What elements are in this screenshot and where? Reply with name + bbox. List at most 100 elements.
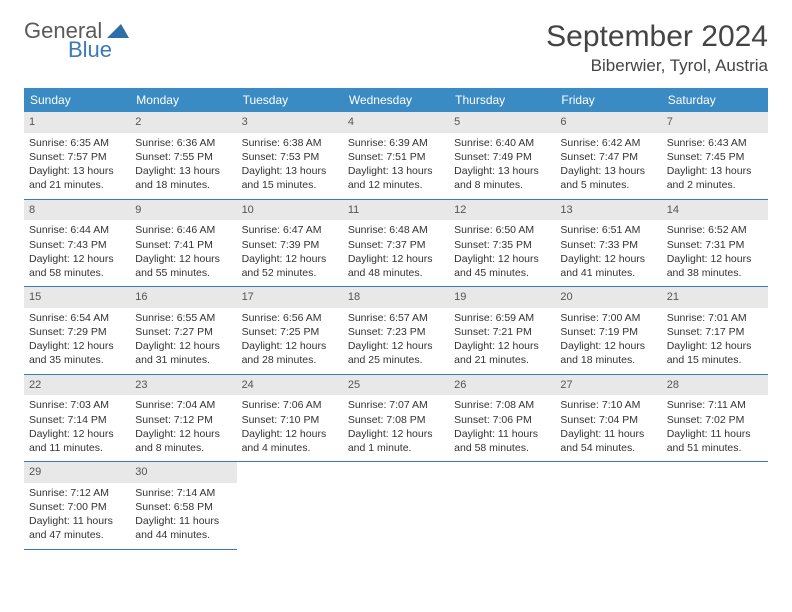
daylight-text: Daylight: 12 hours and 1 minute. [348,427,444,455]
sunrise-text: Sunrise: 7:07 AM [348,398,444,412]
day-header: Monday [130,88,236,112]
cell-body: Sunrise: 7:11 AMSunset: 7:02 PMDaylight:… [662,395,768,461]
day-number: 26 [449,375,555,396]
calendar-cell: 16Sunrise: 6:55 AMSunset: 7:27 PMDayligh… [130,287,236,375]
daylight-text: Daylight: 11 hours and 44 minutes. [135,514,231,542]
daylight-text: Daylight: 12 hours and 45 minutes. [454,252,550,280]
sunrise-text: Sunrise: 7:11 AM [667,398,763,412]
cell-body: Sunrise: 6:48 AMSunset: 7:37 PMDaylight:… [343,220,449,286]
daylight-text: Daylight: 13 hours and 18 minutes. [135,164,231,192]
sunset-text: Sunset: 7:08 PM [348,413,444,427]
day-number: 16 [130,287,236,308]
cell-body: Sunrise: 6:51 AMSunset: 7:33 PMDaylight:… [555,220,661,286]
sunset-text: Sunset: 7:25 PM [242,325,338,339]
sunset-text: Sunset: 7:29 PM [29,325,125,339]
sunset-text: Sunset: 7:57 PM [29,150,125,164]
calendar-cell: 5Sunrise: 6:40 AMSunset: 7:49 PMDaylight… [449,112,555,200]
sunrise-text: Sunrise: 7:00 AM [560,311,656,325]
day-number: 8 [24,200,130,221]
daylight-text: Daylight: 13 hours and 5 minutes. [560,164,656,192]
day-number: 21 [662,287,768,308]
calendar-cell: 1Sunrise: 6:35 AMSunset: 7:57 PMDaylight… [24,112,130,200]
daylight-text: Daylight: 12 hours and 58 minutes. [29,252,125,280]
cell-body: Sunrise: 7:04 AMSunset: 7:12 PMDaylight:… [130,395,236,461]
sunrise-text: Sunrise: 6:42 AM [560,136,656,150]
sunset-text: Sunset: 6:58 PM [135,500,231,514]
sunrise-text: Sunrise: 7:08 AM [454,398,550,412]
sunset-text: Sunset: 7:47 PM [560,150,656,164]
sunrise-text: Sunrise: 6:46 AM [135,223,231,237]
day-number: 9 [130,200,236,221]
sunset-text: Sunset: 7:02 PM [667,413,763,427]
calendar-cell: 25Sunrise: 7:07 AMSunset: 7:08 PMDayligh… [343,375,449,463]
daylight-text: Daylight: 12 hours and 28 minutes. [242,339,338,367]
cell-body: Sunrise: 7:14 AMSunset: 6:58 PMDaylight:… [130,483,236,549]
sunset-text: Sunset: 7:43 PM [29,238,125,252]
calendar-cell: 19Sunrise: 6:59 AMSunset: 7:21 PMDayligh… [449,287,555,375]
calendar-cell: 23Sunrise: 7:04 AMSunset: 7:12 PMDayligh… [130,375,236,463]
sunrise-text: Sunrise: 6:54 AM [29,311,125,325]
day-number: 28 [662,375,768,396]
calendar-cell: 8 Sunrise: 6:44 AMSunset: 7:43 PMDaylight… [24,200,130,288]
sunset-text: Sunset: 7:27 PM [135,325,231,339]
calendar-cell: 2Sunrise: 6:36 AMSunset: 7:55 PMDaylight… [130,112,236,200]
cell-body: Sunrise: 7:07 AMSunset: 7:08 PMDaylight:… [343,395,449,461]
calendar-cell: 3Sunrise: 6:38 AMSunset: 7:53 PMDaylight… [237,112,343,200]
sunrise-text: Sunrise: 6:57 AM [348,311,444,325]
sunset-text: Sunset: 7:10 PM [242,413,338,427]
cell-body: Sunrise: 6:59 AMSunset: 7:21 PMDaylight:… [449,308,555,374]
sunrise-text: Sunrise: 6:56 AM [242,311,338,325]
cell-body: Sunrise: 6:36 AMSunset: 7:55 PMDaylight:… [130,133,236,199]
day-number: 15 [24,287,130,308]
day-number: 4 [343,112,449,133]
calendar-cell: 21Sunrise: 7:01 AMSunset: 7:17 PMDayligh… [662,287,768,375]
daylight-text: Daylight: 13 hours and 8 minutes. [454,164,550,192]
sunrise-text: Sunrise: 7:04 AM [135,398,231,412]
calendar-cell: 28Sunrise: 7:11 AMSunset: 7:02 PMDayligh… [662,375,768,463]
empty-cell [237,462,343,550]
daylight-text: Daylight: 12 hours and 35 minutes. [29,339,125,367]
sunrise-text: Sunrise: 6:55 AM [135,311,231,325]
daylight-text: Daylight: 11 hours and 58 minutes. [454,427,550,455]
sunset-text: Sunset: 7:45 PM [667,150,763,164]
sunrise-text: Sunrise: 7:06 AM [242,398,338,412]
day-header: Sunday [24,88,130,112]
day-number: 3 [237,112,343,133]
day-header: Tuesday [237,88,343,112]
cell-body: Sunrise: 7:08 AMSunset: 7:06 PMDaylight:… [449,395,555,461]
sunrise-text: Sunrise: 6:44 AM [29,223,125,237]
day-number: 5 [449,112,555,133]
sunrise-text: Sunrise: 6:47 AM [242,223,338,237]
calendar-cell: 12Sunrise: 6:50 AMSunset: 7:35 PMDayligh… [449,200,555,288]
day-number: 25 [343,375,449,396]
day-header: Friday [555,88,661,112]
daylight-text: Daylight: 11 hours and 54 minutes. [560,427,656,455]
cell-body: Sunrise: 6:54 AMSunset: 7:29 PMDaylight:… [24,308,130,374]
sunrise-text: Sunrise: 6:59 AM [454,311,550,325]
daylight-text: Daylight: 12 hours and 38 minutes. [667,252,763,280]
calendar-cell: 24Sunrise: 7:06 AMSunset: 7:10 PMDayligh… [237,375,343,463]
cell-body: Sunrise: 6:42 AMSunset: 7:47 PMDaylight:… [555,133,661,199]
calendar-cell: 17Sunrise: 6:56 AMSunset: 7:25 PMDayligh… [237,287,343,375]
daylight-text: Daylight: 12 hours and 41 minutes. [560,252,656,280]
calendar-grid: SundayMondayTuesdayWednesdayThursdayFrid… [24,88,768,550]
cell-body: Sunrise: 6:55 AMSunset: 7:27 PMDaylight:… [130,308,236,374]
cell-body: Sunrise: 6:46 AMSunset: 7:41 PMDaylight:… [130,220,236,286]
logo-text-block: General Blue [24,20,129,61]
daylight-text: Daylight: 12 hours and 4 minutes. [242,427,338,455]
day-header: Saturday [662,88,768,112]
day-number: 23 [130,375,236,396]
sunset-text: Sunset: 7:04 PM [560,413,656,427]
sunrise-text: Sunrise: 6:43 AM [667,136,763,150]
cell-body: Sunrise: 7:12 AMSunset: 7:00 PMDaylight:… [24,483,130,549]
sunset-text: Sunset: 7:49 PM [454,150,550,164]
logo: General Blue [24,20,129,61]
cell-body: Sunrise: 6:57 AMSunset: 7:23 PMDaylight:… [343,308,449,374]
day-number: 12 [449,200,555,221]
sunrise-text: Sunrise: 7:01 AM [667,311,763,325]
header: General Blue September 2024 Biberwier, T… [24,20,768,76]
sunset-text: Sunset: 7:31 PM [667,238,763,252]
sunrise-text: Sunrise: 7:10 AM [560,398,656,412]
calendar-cell: 18Sunrise: 6:57 AMSunset: 7:23 PMDayligh… [343,287,449,375]
daylight-text: Daylight: 11 hours and 47 minutes. [29,514,125,542]
